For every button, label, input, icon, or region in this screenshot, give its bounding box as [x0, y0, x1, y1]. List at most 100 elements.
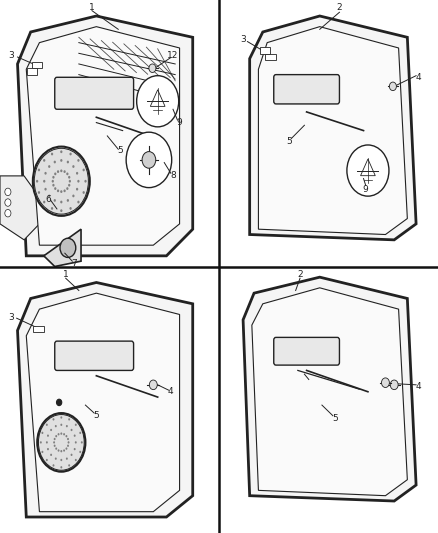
Circle shape [54, 187, 57, 190]
Circle shape [60, 466, 62, 469]
Circle shape [47, 448, 49, 450]
Circle shape [5, 188, 11, 196]
Polygon shape [243, 277, 416, 501]
Circle shape [68, 464, 70, 466]
Circle shape [43, 180, 46, 183]
Text: 9: 9 [177, 118, 183, 127]
Circle shape [38, 191, 40, 194]
Circle shape [55, 425, 57, 427]
Circle shape [46, 424, 48, 426]
Circle shape [68, 418, 70, 421]
Circle shape [54, 445, 56, 447]
Circle shape [381, 378, 389, 387]
Text: 5: 5 [93, 411, 99, 420]
FancyBboxPatch shape [274, 75, 339, 104]
Circle shape [75, 441, 77, 443]
Text: 5: 5 [117, 146, 124, 155]
Circle shape [77, 200, 80, 204]
Circle shape [40, 441, 42, 443]
Circle shape [65, 435, 67, 438]
Circle shape [55, 447, 57, 450]
Circle shape [53, 418, 54, 421]
Text: 1: 1 [63, 270, 69, 279]
Circle shape [38, 168, 40, 171]
Circle shape [44, 172, 47, 175]
Circle shape [63, 449, 65, 451]
Circle shape [390, 380, 398, 390]
Circle shape [67, 199, 69, 202]
Circle shape [55, 457, 57, 460]
Circle shape [60, 432, 62, 435]
Polygon shape [44, 229, 81, 266]
Circle shape [47, 434, 49, 437]
Circle shape [76, 188, 78, 191]
Circle shape [57, 170, 59, 173]
Text: 6: 6 [45, 196, 51, 204]
Circle shape [71, 454, 73, 456]
Text: 2: 2 [337, 4, 342, 12]
Circle shape [67, 445, 69, 447]
Circle shape [68, 184, 71, 187]
Circle shape [64, 170, 66, 173]
FancyBboxPatch shape [33, 326, 44, 332]
Circle shape [60, 209, 63, 212]
Circle shape [5, 199, 11, 206]
Circle shape [75, 424, 77, 426]
Circle shape [60, 238, 76, 257]
Circle shape [60, 200, 63, 204]
Circle shape [42, 432, 43, 434]
Text: 1: 1 [89, 4, 95, 12]
Circle shape [54, 438, 56, 440]
Circle shape [53, 464, 54, 466]
Text: 7: 7 [71, 260, 78, 268]
Circle shape [72, 195, 74, 197]
Circle shape [42, 451, 43, 453]
FancyBboxPatch shape [27, 68, 37, 75]
Circle shape [71, 429, 73, 431]
Circle shape [50, 429, 52, 431]
Circle shape [36, 180, 38, 183]
Circle shape [149, 380, 157, 390]
Circle shape [48, 195, 50, 197]
Circle shape [60, 150, 63, 153]
Polygon shape [250, 16, 416, 240]
Polygon shape [252, 288, 407, 496]
Circle shape [142, 151, 156, 168]
Circle shape [74, 448, 76, 450]
Circle shape [67, 441, 70, 443]
Polygon shape [26, 27, 180, 245]
Circle shape [43, 200, 46, 204]
Text: 4: 4 [168, 387, 173, 396]
Polygon shape [0, 176, 39, 240]
Text: 4: 4 [416, 73, 421, 82]
Circle shape [137, 76, 179, 127]
Circle shape [60, 424, 62, 426]
Circle shape [64, 189, 66, 192]
Text: 9: 9 [363, 185, 369, 193]
Circle shape [57, 449, 60, 451]
Circle shape [53, 199, 56, 202]
Circle shape [52, 184, 55, 187]
Circle shape [66, 425, 68, 427]
Text: 12: 12 [167, 52, 179, 60]
Circle shape [46, 459, 48, 461]
Circle shape [74, 434, 76, 437]
Circle shape [57, 399, 62, 406]
Text: 2: 2 [297, 270, 303, 279]
FancyBboxPatch shape [274, 337, 339, 365]
Circle shape [53, 441, 55, 443]
Circle shape [60, 416, 62, 418]
Circle shape [33, 147, 90, 216]
Circle shape [68, 176, 71, 179]
Circle shape [57, 189, 59, 192]
Circle shape [69, 180, 71, 183]
Circle shape [79, 451, 81, 453]
Text: 8: 8 [170, 172, 176, 180]
Circle shape [70, 207, 72, 210]
FancyBboxPatch shape [265, 54, 276, 60]
Text: 3: 3 [240, 36, 246, 44]
Circle shape [76, 172, 78, 175]
Text: 3: 3 [8, 52, 14, 60]
Circle shape [50, 454, 52, 456]
Circle shape [57, 433, 60, 435]
